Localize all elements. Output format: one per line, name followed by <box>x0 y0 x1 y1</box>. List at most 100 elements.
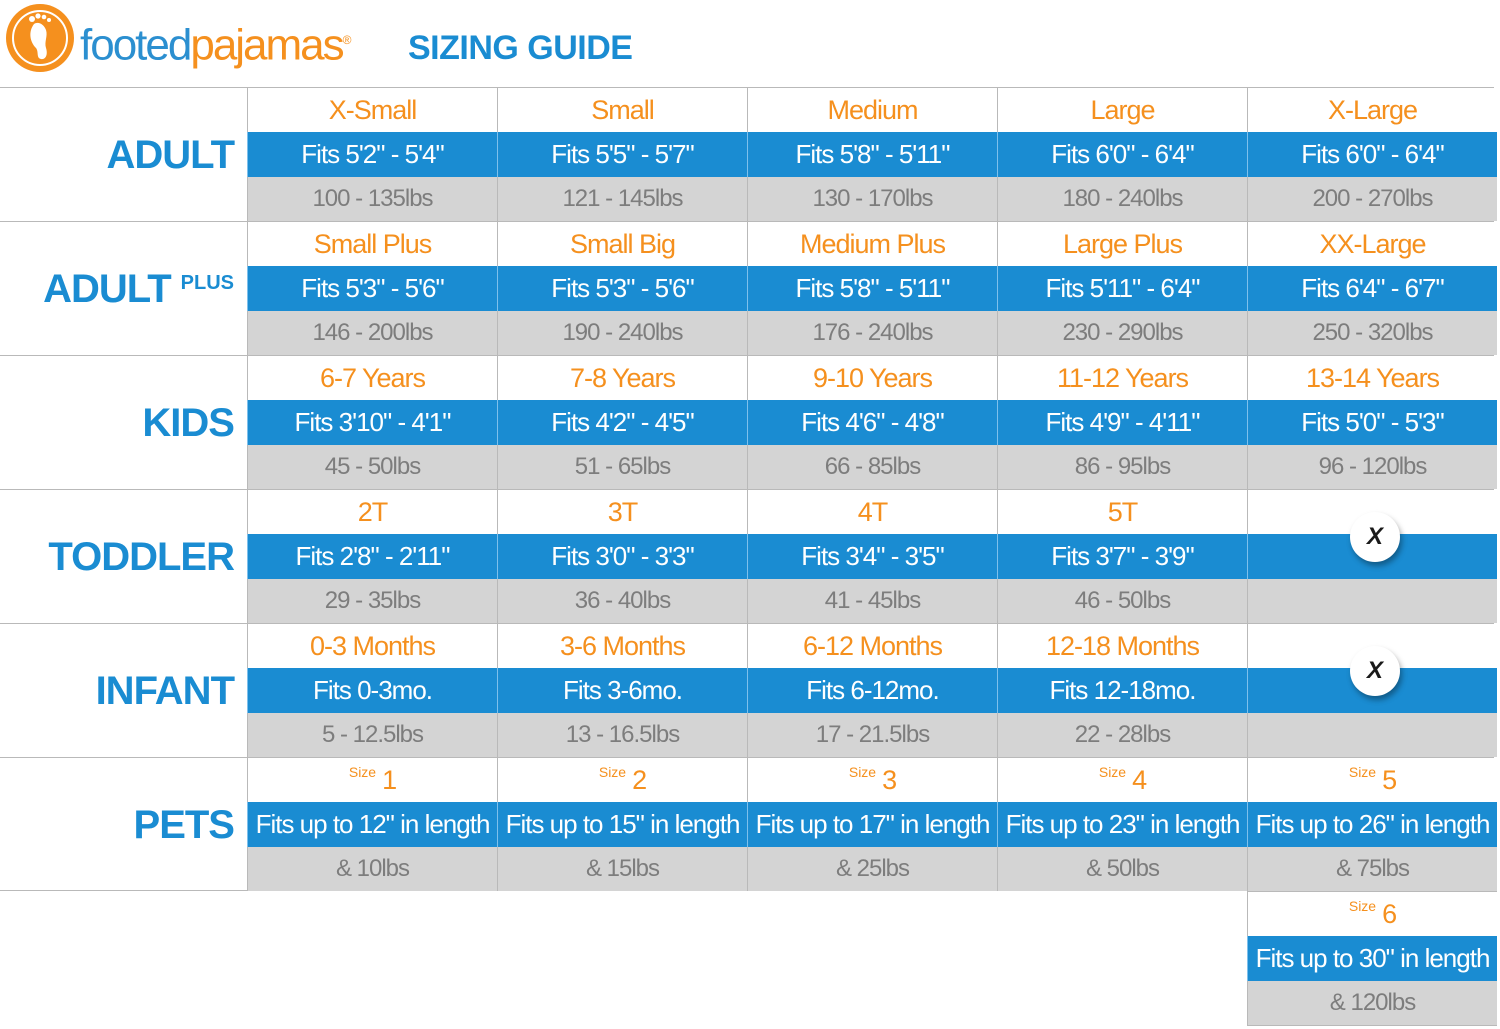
adult-plus-fit-range: Fits 6'4" - 6'7" <box>1247 266 1497 311</box>
registered-mark: ® <box>342 33 352 47</box>
section-toddler: TODDLER 2T Fits 2'8" - 2'11" 29 - 35lbs 3T Fi… <box>0 489 1497 624</box>
section-label-pets: PETS <box>0 758 235 892</box>
pets-fit-range: Fits up to 23" in length <box>997 802 1247 847</box>
adult-weight-range: 200 - 270lbs <box>1247 176 1497 221</box>
unavailable-x-icon: X <box>1350 646 1400 696</box>
pets-extra-fit-range: Fits up to 30" in length <box>1247 936 1497 981</box>
section-adult-plus: ADULT PLUS Small Plus Fits 5'3" - 5'6" 146 -… <box>0 221 1497 356</box>
page-title: SIZING GUIDE <box>408 29 633 67</box>
infant-size-label: 12-18 Months <box>997 624 1247 669</box>
size-column: 0-3 Months Fits 0-3mo. 5 - 12.5lbs <box>247 624 497 757</box>
weight-cell-empty <box>1247 578 1497 623</box>
pets-size-label: Size 1 <box>247 758 497 803</box>
extra-pet-size-column: Size 6 Fits up to 30" in length & 120lbs <box>1247 891 1497 1026</box>
adult-fit-range: Fits 5'5" - 5'7" <box>497 132 747 177</box>
pets-weight-range: & 25lbs <box>747 846 997 891</box>
adult-weight-range: 121 - 145lbs <box>497 176 747 221</box>
size-column: 11-12 Years Fits 4'9" - 4'11" 86 - 95lbs <box>997 356 1247 489</box>
adult-plus-size-label: Small Big <box>497 222 747 267</box>
kids-fit-range: Fits 4'2" - 4'5" <box>497 400 747 445</box>
section-label-text: KIDS <box>142 400 235 445</box>
toddler-size-label: 2T <box>247 490 497 535</box>
size-column: Size 3 Fits up to 17" in length & 25lbs <box>747 758 997 891</box>
section-kids: KIDS 6-7 Years Fits 3'10" - 4'1" 45 - 50lbs… <box>0 355 1497 489</box>
adult-size-label: Medium <box>747 88 997 133</box>
size-number: 6 <box>1382 898 1397 929</box>
size-prefix: Size <box>848 764 877 781</box>
kids-size-label: 9-10 Years <box>747 356 997 401</box>
toddler-weight-range: 41 - 45lbs <box>747 578 997 623</box>
kids-weight-range: 45 - 50lbs <box>247 444 497 489</box>
size-column: Small Plus Fits 5'3" - 5'6" 146 - 200lbs <box>247 222 497 355</box>
pets-fit-range: Fits up to 26" in length <box>1247 802 1497 847</box>
section-label-text: ADULT <box>43 266 172 311</box>
toddler-size-label: 5T <box>997 490 1247 535</box>
section-label-superscript: PLUS <box>180 271 234 294</box>
adult-plus-size-label: Medium Plus <box>747 222 997 267</box>
section-label-infant: INFANT <box>0 624 235 758</box>
size-number: 1 <box>382 764 397 795</box>
brand-logotype: footedpajamas® <box>80 10 352 76</box>
section-label-text: TODDLER <box>48 534 235 579</box>
unavailable-marker: X <box>1247 490 1497 623</box>
toddler-weight-range: 46 - 50lbs <box>997 578 1247 623</box>
section-label-text: INFANT <box>95 668 235 713</box>
adult-plus-weight-range: 190 - 240lbs <box>497 310 747 355</box>
size-prefix: Size <box>348 764 377 781</box>
adult-weight-range: 130 - 170lbs <box>747 176 997 221</box>
size-prefix: Size <box>1348 898 1377 915</box>
adult-plus-weight-range: 250 - 320lbs <box>1247 310 1497 355</box>
kids-fit-range: Fits 5'0" - 5'3" <box>1247 400 1497 445</box>
toddler-fit-range: Fits 3'0" - 3'3" <box>497 534 747 579</box>
unavailable-marker: X <box>1247 624 1497 757</box>
adult-weight-range: 100 - 135lbs <box>247 176 497 221</box>
kids-weight-range: 86 - 95lbs <box>997 444 1247 489</box>
size-column: Small Big Fits 5'3" - 5'6" 190 - 240lbs <box>497 222 747 355</box>
size-column: Size 1 Fits up to 12" in length & 10lbs <box>247 758 497 891</box>
size-column: Large Plus Fits 5'11" - 6'4" 230 - 290lbs <box>997 222 1247 355</box>
pets-weight-range: & 10lbs <box>247 846 497 891</box>
adult-plus-weight-range: 176 - 240lbs <box>747 310 997 355</box>
size-column: Small Fits 5'5" - 5'7" 121 - 145lbs <box>497 88 747 221</box>
adult-size-label: Small <box>497 88 747 133</box>
size-column: 12-18 Months Fits 12-18mo. 22 - 28lbs <box>997 624 1247 757</box>
adult-plus-size-label: Large Plus <box>997 222 1247 267</box>
toddler-size-label: 3T <box>497 490 747 535</box>
size-column: 13-14 Years Fits 5'0" - 5'3" 96 - 120lbs <box>1247 356 1497 489</box>
infant-size-label: 3-6 Months <box>497 624 747 669</box>
adult-size-label: X-Large <box>1247 88 1497 133</box>
toddler-fit-range: Fits 2'8" - 2'11" <box>247 534 497 579</box>
adult-plus-fit-range: Fits 5'11" - 6'4" <box>997 266 1247 311</box>
adult-fit-range: Fits 5'2" - 5'4" <box>247 132 497 177</box>
section-pets: PETS Size 1 Fits up to 12" in length & 10lbs… <box>0 757 1497 892</box>
adult-plus-size-label: XX-Large <box>1247 222 1497 267</box>
size-prefix: Size <box>1098 764 1127 781</box>
section-label-text: PETS <box>133 802 235 847</box>
kids-weight-range: 66 - 85lbs <box>747 444 997 489</box>
kids-weight-range: 51 - 65lbs <box>497 444 747 489</box>
size-column: 6-12 Months Fits 6-12mo. 17 - 21.5lbs <box>747 624 997 757</box>
adult-fit-range: Fits 5'8" - 5'11" <box>747 132 997 177</box>
size-column: 4T Fits 3'4" - 3'5" 41 - 45lbs <box>747 490 997 623</box>
toddler-fit-range: Fits 3'7" - 3'9" <box>997 534 1247 579</box>
kids-size-label: 6-7 Years <box>247 356 497 401</box>
kids-size-label: 13-14 Years <box>1247 356 1497 401</box>
size-column: XX-Large Fits 6'4" - 6'7" 250 - 320lbs <box>1247 222 1497 355</box>
size-number: 5 <box>1382 764 1397 795</box>
pets-weight-range: & 75lbs <box>1247 846 1497 891</box>
size-column: 2T Fits 2'8" - 2'11" 29 - 35lbs <box>247 490 497 623</box>
pets-weight-range: & 50lbs <box>997 846 1247 891</box>
unavailable-x-icon: X <box>1350 512 1400 562</box>
pets-size-label: Size 3 <box>747 758 997 803</box>
section-infant: INFANT 0-3 Months Fits 0-3mo. 5 - 12.5lbs 3-… <box>0 623 1497 758</box>
pets-fit-range: Fits up to 15" in length <box>497 802 747 847</box>
section-label-toddler: TODDLER <box>0 490 235 624</box>
infant-size-label: 0-3 Months <box>247 624 497 669</box>
size-prefix: Size <box>1348 764 1377 781</box>
size-column: X-Small Fits 5'2" - 5'4" 100 - 135lbs <box>247 88 497 221</box>
pets-size-label: Size 5 <box>1247 758 1497 803</box>
pets-weight-range: & 15lbs <box>497 846 747 891</box>
section-label-adult-plus: ADULT PLUS <box>0 222 234 356</box>
section-label-text: ADULT <box>106 132 235 177</box>
size-column: 6-7 Years Fits 3'10" - 4'1" 45 - 50lbs <box>247 356 497 489</box>
